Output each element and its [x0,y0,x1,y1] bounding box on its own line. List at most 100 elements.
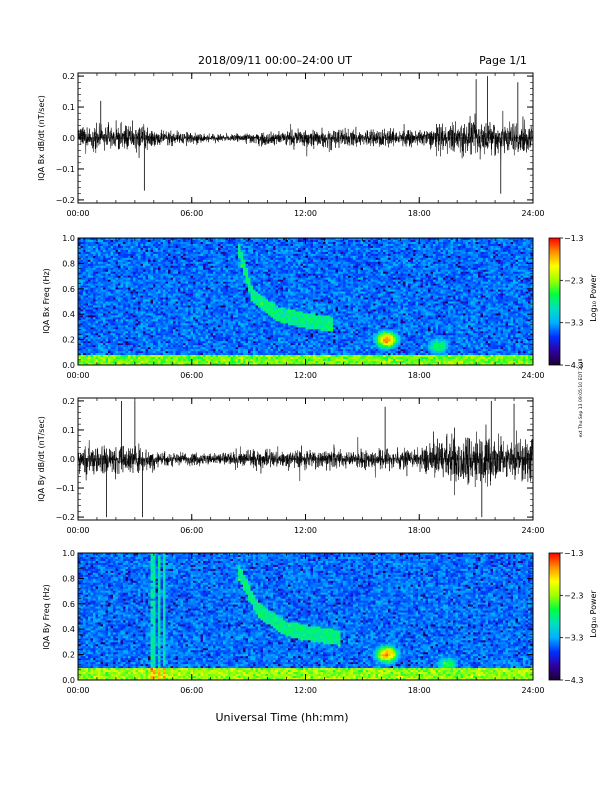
spectrogram-cell [228,359,231,362]
spectrogram-cell [255,251,259,255]
spectrogram-cell [243,275,246,278]
spectrogram-cell [258,353,261,356]
spectrogram-cell [230,355,234,358]
spectrogram-cell [173,289,176,292]
spectrogram-cell [208,311,211,314]
spectrogram-cell [218,271,221,275]
spectrogram-cell [90,333,94,336]
spectrogram-cell [80,343,84,346]
spectrogram-cell [130,253,134,257]
spectrogram-cell [230,343,234,346]
spectrogram-cell [255,289,259,292]
spectrogram-cell [243,301,246,304]
spectrogram-cell [203,285,206,288]
spectrogram-cell [83,265,86,269]
spectrogram-cell [183,361,186,364]
spectrogram-cell [128,349,131,352]
spectrogram-cell [135,317,139,320]
spectrogram-cell [200,359,204,362]
spectrogram-cell [198,317,201,320]
spectrogram-cell [113,239,116,243]
spectrogram-cell [220,238,224,241]
spectrogram-cell [160,349,164,352]
spectrogram-cell [223,311,226,314]
spectrogram-cell [198,279,201,282]
spectrogram-cell [128,333,131,336]
spectrogram-cell [225,335,229,338]
spectrogram-cell [175,277,179,280]
spectrogram-cell [200,255,204,259]
spectrogram-cell [250,275,254,278]
spectrogram-cell [198,285,201,288]
spectrogram-cell [198,253,201,257]
spectrogram-cell [138,247,141,251]
spectrogram-cell [260,253,264,257]
spectrogram-cell [90,287,94,290]
spectrogram-cell [225,297,229,300]
spectrogram-cell [153,247,156,251]
spectrogram-cell [113,273,116,276]
spectrogram-cell [180,245,184,249]
spectrogram-cell [223,357,226,360]
spectrogram-cell [218,331,221,334]
spectrogram-cell [135,331,139,334]
spectrogram-cell [245,321,249,324]
spectrogram-cell [135,353,139,356]
spectrogram-cell [195,289,199,292]
spectrogram-cell [108,307,111,310]
spectrogram-cell [215,303,219,306]
spectrogram-cell [223,323,226,326]
spectrogram-cell [168,309,171,312]
spectrogram-cell [245,289,249,292]
spectrogram-cell [198,289,201,292]
spectrogram-cell [160,303,164,306]
spectrogram-cell [135,239,139,243]
spectrogram-cell [253,263,256,267]
spectrogram-cell [85,333,89,336]
spectrogram-cell [240,339,244,342]
spectrogram-cell [235,307,239,310]
spectrogram-cell [258,313,261,316]
spectrogram-cell [210,341,214,344]
spectrogram-cell [130,261,134,265]
spectrogram-cell [120,309,124,312]
spectrogram-cell [80,245,84,249]
spectrogram-cell [210,257,214,261]
spectrogram-cell [158,279,161,282]
spectrogram-cell [183,281,186,284]
spectrogram-cell [175,285,179,288]
spectrogram-cell [133,329,136,332]
spectrogram-cell [130,279,134,282]
spectrogram-cell [225,267,229,271]
spectrogram-cell [85,359,89,362]
spectrogram-cell [245,301,249,304]
spectrogram-cell [103,313,106,316]
spectrogram-cell [220,287,224,290]
spectrogram-cell [113,261,116,265]
spectrogram-cell [145,355,149,358]
spectrogram-cell [210,321,214,324]
spectrogram-cell [233,357,236,360]
spectrogram-cell [90,305,94,308]
spectrogram-cell [115,323,119,326]
spectrogram-cell [158,283,161,286]
spectrogram-cell [258,293,261,296]
spectrogram-cell [78,243,81,247]
spectrogram-cell [105,269,109,273]
spectrogram-cell [150,303,154,306]
spectrogram-cell [170,327,174,330]
spectrogram-cell [203,327,206,330]
spectrogram-cell [205,337,209,340]
spectrogram-cell [243,291,246,294]
spectrogram-cell [163,347,166,350]
spectrogram-cell [260,297,264,300]
spectrogram-cell [258,361,261,364]
spectrogram-cell [135,261,139,265]
spectrogram-cell [243,305,246,308]
spectrogram-cell [223,257,226,261]
spectrogram-cell [265,281,269,284]
spectrogram-cell [125,263,129,267]
spectrogram-cell [248,311,251,314]
spectrogram-cell [178,311,181,314]
spectrogram-cell [130,325,134,328]
